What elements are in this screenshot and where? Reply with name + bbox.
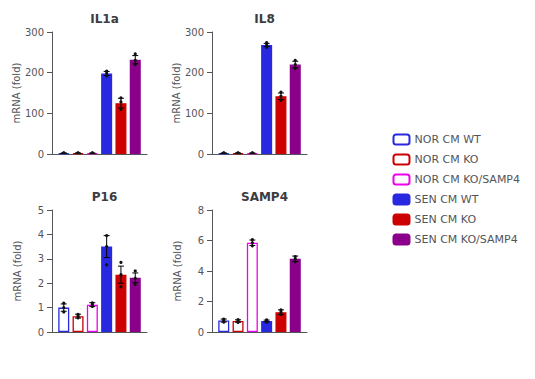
svg-text:6: 6 [198, 235, 204, 246]
svg-text:200: 200 [25, 67, 44, 78]
svg-text:SEN CM KO/SAMP4: SEN CM KO/SAMP4 [414, 233, 517, 246]
svg-text:mRNA (fold): mRNA (fold) [171, 63, 182, 124]
svg-text:100: 100 [185, 108, 204, 119]
svg-text:mRNA (fold): mRNA (fold) [11, 63, 22, 124]
svg-text:3: 3 [38, 253, 44, 264]
svg-text:IL1a: IL1a [90, 12, 119, 26]
svg-text:NOR CM KO: NOR CM KO [414, 153, 478, 166]
svg-text:2: 2 [38, 278, 44, 289]
svg-text:5: 5 [38, 205, 44, 216]
svg-text:0: 0 [198, 327, 204, 338]
svg-text:SEN CM KO: SEN CM KO [414, 213, 476, 226]
svg-text:300: 300 [185, 27, 204, 38]
svg-text:8: 8 [198, 205, 204, 216]
svg-text:4: 4 [198, 266, 204, 277]
svg-text:0: 0 [38, 327, 44, 338]
svg-text:300: 300 [25, 27, 44, 38]
svg-text:1: 1 [38, 302, 44, 313]
svg-text:200: 200 [185, 67, 204, 78]
svg-text:IL8: IL8 [254, 12, 274, 26]
svg-text:4: 4 [38, 229, 44, 240]
svg-text:mRNA (fold): mRNA (fold) [12, 241, 23, 302]
svg-text:NOR CM WT: NOR CM WT [414, 133, 481, 146]
svg-text:mRNA (fold): mRNA (fold) [172, 241, 183, 302]
svg-text:0: 0 [198, 149, 204, 160]
svg-text:SAMP4: SAMP4 [241, 190, 288, 204]
svg-text:SEN CM WT: SEN CM WT [414, 193, 478, 206]
svg-text:NOR CM KO/SAMP4: NOR CM KO/SAMP4 [414, 173, 520, 186]
svg-text:2: 2 [198, 296, 204, 307]
svg-text:100: 100 [25, 108, 44, 119]
svg-text:0: 0 [38, 149, 44, 160]
svg-text:P16: P16 [92, 190, 118, 204]
